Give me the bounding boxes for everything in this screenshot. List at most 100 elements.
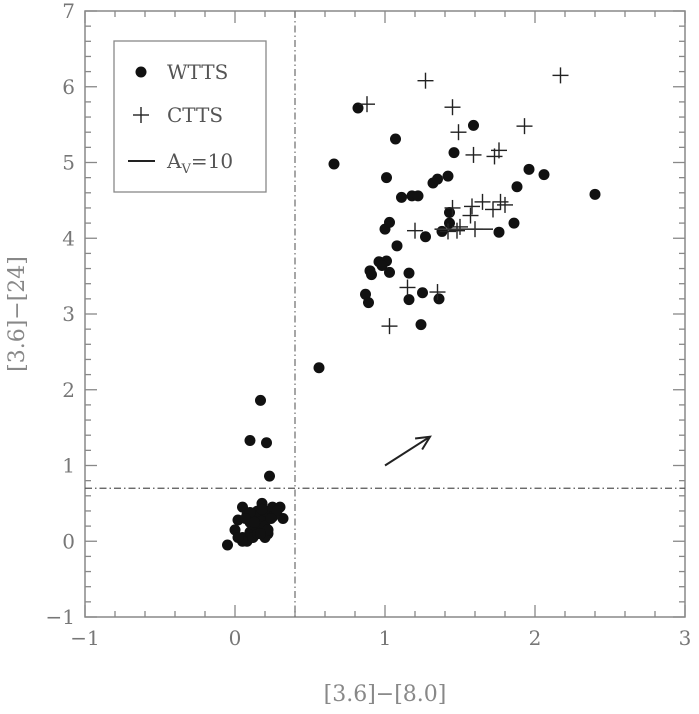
legend-av-label: AV=10: [166, 149, 233, 177]
ctts-point: [552, 67, 569, 84]
legend-wtts-marker: [135, 66, 147, 78]
y-tick-label: 7: [62, 0, 75, 23]
wtts-point: [244, 435, 256, 447]
wtts-point: [384, 216, 395, 228]
y-tick-label: 6: [62, 75, 75, 99]
ctts-point: [359, 96, 375, 113]
wtts-point: [256, 503, 268, 515]
ctts-point: [452, 218, 468, 235]
y-tick-label: 5: [62, 151, 75, 175]
wtts-point: [384, 266, 395, 278]
wtts-point: [508, 217, 520, 229]
legend: WTTS CTTS AV=10: [113, 40, 267, 193]
wtts-point: [255, 394, 266, 406]
wtts-point: [249, 516, 260, 528]
ctts-point: [462, 207, 479, 224]
wtts-point: [390, 133, 401, 145]
wtts-point: [396, 191, 407, 203]
wtts-point: [538, 169, 550, 181]
ctts-point: [486, 148, 503, 165]
reddening-vector: [384, 435, 432, 467]
wtts-point: [415, 319, 427, 331]
reddening-arrow-shaft: [384, 435, 431, 467]
wtts-point: [448, 147, 460, 159]
wtts-point: [589, 188, 601, 200]
ctts-point: [474, 193, 491, 210]
y-tick-labels: −1 0 1 2 3 4 5 6 7: [46, 0, 75, 629]
x-tick-label: −1: [70, 626, 99, 650]
reddening-arrow-head: [414, 435, 432, 451]
wtts-point: [328, 158, 340, 170]
legend-av-subscript: V: [180, 162, 191, 177]
wtts-point: [313, 362, 325, 374]
ctts-point: [464, 198, 480, 215]
data-points: [222, 67, 601, 551]
wtts-point: [403, 267, 415, 279]
ctts-point: [429, 284, 446, 301]
ctts-point: [407, 222, 423, 239]
wtts-point: [240, 513, 251, 525]
x-tick-labels: −1 0 1 2 3: [70, 626, 691, 650]
wtts-point: [433, 293, 445, 305]
wtts-point: [444, 217, 455, 229]
ctts-point: [465, 146, 482, 163]
ctts-point: [497, 196, 513, 213]
wtts-point: [511, 181, 523, 193]
y-tick-label: −1: [46, 605, 75, 629]
wtts-point: [352, 102, 364, 114]
wtts-point: [360, 288, 371, 300]
ctts-point: [444, 99, 461, 116]
wtts-point: [277, 513, 289, 525]
axis-ticks: [84, 10, 686, 618]
wtts-point: [468, 119, 479, 131]
ctts-point: [417, 72, 434, 89]
ctts-point: [450, 124, 467, 141]
wtts-point: [523, 163, 535, 175]
y-tick-label: 0: [62, 529, 75, 553]
ctts-point: [440, 223, 456, 240]
wtts-point: [261, 437, 272, 449]
wtts-point: [222, 539, 233, 551]
wtts-point: [403, 294, 415, 306]
wtts-point: [412, 190, 424, 202]
ctts-point: [444, 199, 461, 216]
ctts-point: [492, 193, 509, 210]
wtts-point: [265, 513, 277, 525]
wtts-point: [381, 172, 392, 184]
wtts-point: [366, 269, 377, 281]
y-tick-label: 1: [62, 454, 75, 478]
x-tick-label: 2: [529, 626, 542, 650]
wtts-point: [255, 528, 266, 540]
wtts-point: [232, 531, 244, 543]
y-tick-label: 4: [62, 226, 75, 250]
wtts-point: [493, 226, 505, 238]
wtts-point: [432, 173, 443, 185]
legend-wtts-label: WTTS: [167, 60, 228, 84]
wtts-point: [420, 231, 431, 243]
wtts-point: [417, 287, 428, 299]
legend-ctts-label: CTTS: [167, 103, 223, 127]
wtts-point: [391, 240, 403, 252]
y-tick-label: 3: [62, 302, 75, 326]
legend-av-suffix: =10: [191, 149, 233, 173]
legend-av-prefix: A: [166, 149, 182, 173]
ctts-point: [399, 279, 416, 296]
x-tick-label: 3: [679, 626, 692, 650]
ctts-point: [491, 142, 507, 159]
y-axis-label: [3.6]−[24]: [5, 256, 30, 372]
ctts-point: [516, 118, 533, 135]
legend-box: [113, 40, 267, 193]
x-tick-label: 1: [379, 626, 392, 650]
wtts-point: [363, 297, 374, 309]
legend-ctts-marker: [133, 107, 149, 123]
wtts-point: [376, 260, 388, 272]
x-tick-label: 0: [229, 626, 242, 650]
ctts-point: [485, 201, 501, 218]
x-axis-label: [3.6]−[8.0]: [324, 682, 447, 707]
ctts-point: [381, 318, 398, 335]
wtts-point: [271, 505, 283, 517]
ctts-point: [449, 222, 465, 239]
y-tick-label: 2: [62, 378, 75, 402]
wtts-point: [264, 470, 275, 482]
